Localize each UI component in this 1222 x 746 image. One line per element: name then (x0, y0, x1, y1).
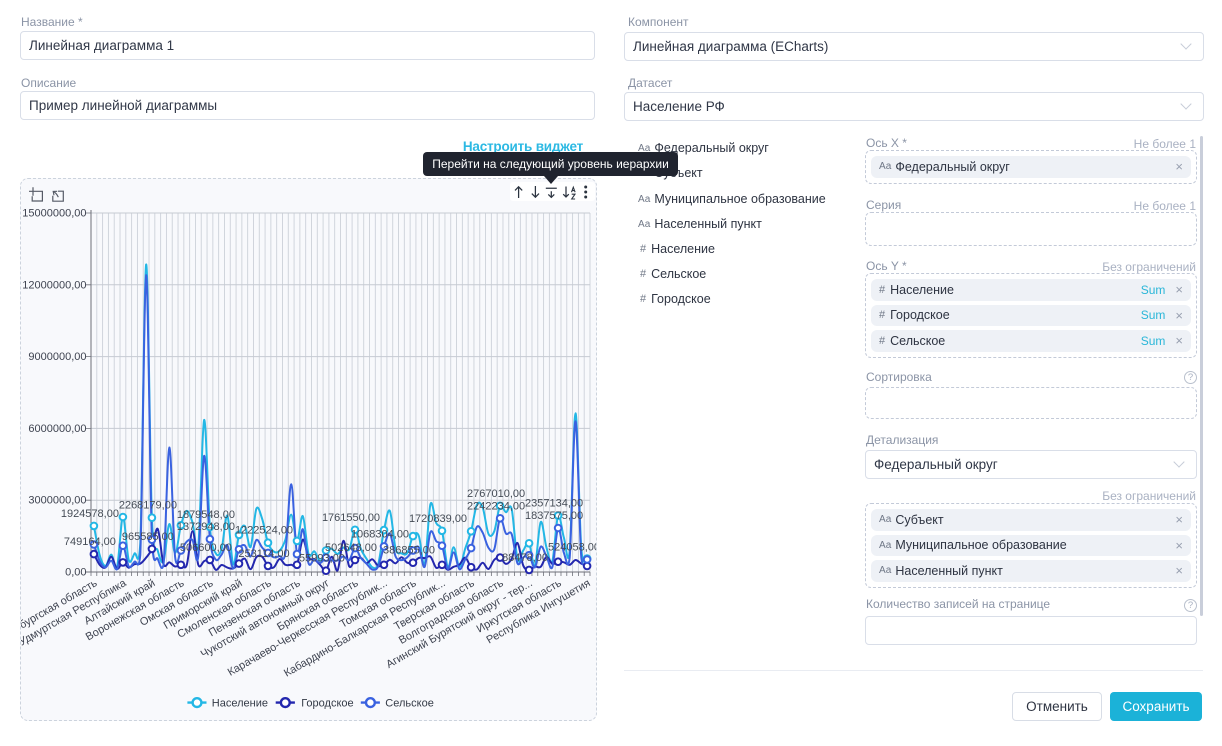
svg-text:9000000,00: 9000000,00 (28, 351, 86, 363)
svg-text:1068304,00: 1068304,00 (351, 528, 409, 540)
svg-text:Сельское: Сельское (385, 698, 434, 710)
svg-text:749164,00: 749164,00 (64, 536, 116, 548)
svg-text:2242234,00: 2242234,00 (467, 500, 525, 512)
svg-text:386855,00: 386855,00 (383, 545, 435, 557)
svg-text:1761550,00: 1761550,00 (322, 512, 380, 524)
svg-text:6000000,00: 6000000,00 (28, 423, 86, 435)
svg-text:2767010,00: 2767010,00 (467, 488, 525, 500)
svg-text:1924578,00: 1924578,00 (61, 508, 119, 520)
svg-text:15000000,00: 15000000,00 (22, 208, 86, 220)
svg-text:1879548,00: 1879548,00 (177, 509, 235, 521)
svg-text:3000000,00: 3000000,00 (28, 495, 86, 507)
svg-text:88478,00: 88478,00 (502, 552, 548, 564)
svg-text:0,00: 0,00 (65, 567, 86, 579)
svg-text:1720839,00: 1720839,00 (409, 513, 467, 525)
svg-text:55993,00: 55993,00 (299, 553, 345, 565)
svg-text:2357134,00: 2357134,00 (525, 498, 583, 510)
svg-text:1372948,00: 1372948,00 (177, 521, 235, 533)
svg-text:1222524,00: 1222524,00 (235, 525, 293, 537)
svg-text:Население: Население (212, 698, 268, 710)
svg-text:1837575,00: 1837575,00 (525, 510, 583, 522)
svg-text:12000000,00: 12000000,00 (22, 279, 86, 291)
svg-text:Городское: Городское (301, 698, 353, 710)
svg-text:2268179,00: 2268179,00 (119, 500, 177, 512)
svg-text:524058,00: 524058,00 (548, 542, 596, 554)
svg-text:253114,00: 253114,00 (238, 548, 289, 560)
svg-text:502648,00: 502648,00 (325, 542, 377, 554)
svg-text:965585,00: 965585,00 (122, 531, 174, 543)
svg-text:506600,00: 506600,00 (180, 542, 232, 554)
